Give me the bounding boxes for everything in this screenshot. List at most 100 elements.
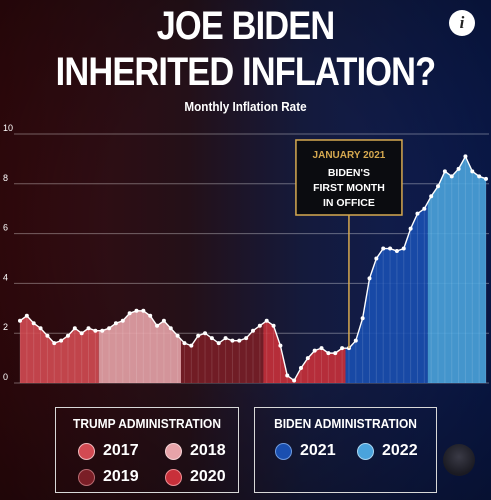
- data-point: [189, 343, 194, 348]
- data-point: [100, 328, 105, 333]
- data-point: [333, 351, 338, 356]
- data-point: [134, 308, 139, 313]
- legend-item-2020: 2020: [165, 468, 226, 486]
- data-point: [436, 184, 441, 189]
- data-point: [470, 169, 475, 174]
- data-point: [292, 378, 297, 383]
- data-point: [24, 313, 29, 318]
- ytick-label-4: 4: [3, 272, 8, 282]
- biden-legend: BIDEN ADMINISTRATION 2021 2022: [254, 407, 437, 493]
- data-point: [401, 246, 406, 251]
- legend-item-2021: 2021: [275, 442, 336, 460]
- data-point: [340, 346, 345, 351]
- info-icon[interactable]: i: [449, 10, 475, 36]
- legend-dot-2018: [165, 442, 182, 460]
- trump-legend-title: TRUMP ADMINISTRATION: [73, 416, 221, 431]
- legend-item-2022: 2022: [357, 442, 418, 460]
- data-point: [484, 176, 488, 181]
- area-2019: [181, 323, 264, 383]
- trump-legend: TRUMP ADMINISTRATION 2017 2018 2019 2020: [55, 407, 239, 493]
- data-point: [429, 194, 434, 199]
- data-point: [305, 356, 310, 361]
- legend-dot-2019: [78, 468, 95, 486]
- page-title-line1: JOE BIDEN: [156, 4, 336, 48]
- data-point: [148, 313, 153, 318]
- data-point: [52, 341, 57, 346]
- data-point: [319, 346, 324, 351]
- legend-item-2019: 2019: [78, 468, 139, 486]
- legend-dot-2017: [78, 442, 95, 460]
- legend-dot-2022: [357, 442, 374, 460]
- ytick-label-0: 0: [3, 372, 8, 382]
- data-point: [271, 323, 276, 328]
- avatar[interactable]: [443, 444, 475, 476]
- data-point: [388, 246, 393, 251]
- chart-subtitle: Monthly Inflation Rate: [184, 99, 307, 114]
- data-point: [251, 328, 255, 333]
- legend-dot-2021: [275, 442, 292, 460]
- biden-legend-title: BIDEN ADMINISTRATION: [274, 416, 417, 431]
- data-point: [72, 326, 77, 331]
- annotation-box: [295, 139, 403, 216]
- data-point: [237, 338, 242, 343]
- data-point: [45, 333, 50, 338]
- data-point: [161, 318, 166, 323]
- annotation-line3: FIRST MONTH: [313, 182, 385, 194]
- data-point: [394, 249, 399, 254]
- data-point: [326, 351, 331, 356]
- area-2020: [263, 320, 346, 383]
- data-point: [456, 166, 461, 171]
- data-point: [86, 326, 91, 331]
- data-point: [93, 328, 98, 333]
- data-point: [196, 333, 201, 338]
- area-2021: [345, 202, 428, 383]
- area-2017: [20, 315, 99, 383]
- data-point: [353, 338, 358, 343]
- data-point: [408, 226, 413, 231]
- page-title-line2: INHERITED INFLATION?: [55, 50, 437, 94]
- data-point: [79, 331, 84, 336]
- data-point: [31, 321, 36, 326]
- data-point: [374, 256, 379, 261]
- data-point: [107, 326, 112, 331]
- annotation-line2: BIDEN'S: [328, 167, 370, 179]
- annotation-date: JANUARY 2021: [313, 150, 386, 161]
- ytick-label-2: 2: [3, 322, 8, 332]
- data-point: [120, 318, 125, 323]
- data-point: [463, 154, 468, 159]
- data-point: [65, 333, 70, 338]
- data-point: [182, 341, 187, 346]
- ytick-label-10: 10: [3, 123, 13, 133]
- data-point: [264, 318, 269, 323]
- data-point: [230, 338, 235, 343]
- annotation-line4: IN OFFICE: [323, 197, 375, 209]
- data-point: [298, 366, 303, 371]
- data-point: [18, 318, 22, 323]
- data-point: [59, 338, 64, 343]
- legend-item-2018: 2018: [165, 442, 226, 460]
- data-point: [285, 373, 290, 378]
- data-point: [278, 343, 283, 348]
- data-point: [141, 308, 146, 313]
- data-point: [442, 169, 447, 174]
- data-point: [168, 326, 173, 331]
- inflation-chart: 0 2 4 6 8 10 JANUARY 2021 BIDEN'S FIRST MONTH IN …: [3, 123, 488, 383]
- legend-dot-2020: [165, 468, 182, 486]
- data-point: [127, 311, 132, 316]
- data-point: [367, 276, 372, 281]
- area-2018: [98, 310, 182, 383]
- data-point: [203, 331, 208, 336]
- area-2022: [427, 156, 486, 383]
- data-point: [113, 321, 118, 326]
- data-point: [381, 246, 386, 251]
- data-point: [477, 174, 482, 179]
- data-point: [422, 206, 427, 211]
- data-point: [312, 348, 317, 353]
- data-point: [155, 323, 160, 328]
- data-point: [415, 211, 420, 216]
- ytick-label-8: 8: [3, 173, 8, 183]
- data-point: [449, 174, 454, 179]
- legend-item-2017: 2017: [78, 442, 139, 460]
- data-point: [216, 341, 221, 346]
- data-point: [244, 336, 249, 341]
